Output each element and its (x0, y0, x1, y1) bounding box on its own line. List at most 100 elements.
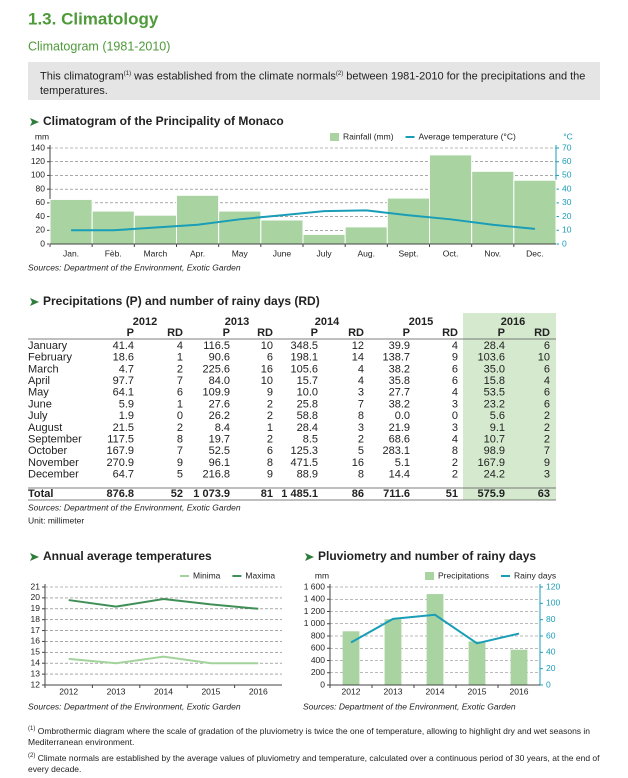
table-cell: 575.9 (477, 488, 505, 500)
table-cell: 24.2 (484, 469, 505, 481)
legend-swatch (425, 572, 434, 580)
table-cell: 51 (446, 488, 458, 500)
bar (133, 214, 177, 245)
table-cell: 2 (544, 422, 550, 434)
page-title: 1.3. Climatology (28, 9, 159, 28)
table-cell: 88.9 (297, 469, 318, 481)
y-tick-label: 100 (31, 170, 45, 180)
table-cell: 225.6 (202, 363, 230, 375)
table-cell: 9 (177, 457, 183, 469)
table-cell: 6 (177, 387, 183, 399)
column-header: RD (257, 327, 273, 339)
x-tick-label: 2013 (384, 686, 403, 696)
intro-text: between 1981-2010 for the precipitations… (40, 70, 586, 97)
table-cell: 58.8 (297, 410, 318, 422)
y2-tick-label: 30 (562, 197, 572, 207)
table-cell: 0 (177, 410, 183, 422)
table-cell: 9 (267, 387, 273, 399)
y2-tick-label: 0 (546, 679, 551, 689)
table-cell: 125.3 (290, 445, 318, 457)
table-cell: 6 (544, 398, 550, 410)
table-cell: 97.7 (113, 375, 134, 387)
table-cell: 2 (267, 434, 273, 446)
x-tick-label: Oct. (443, 248, 459, 258)
chart-source: Sources: Department of the Environment, … (28, 262, 241, 272)
column-header: RD (442, 327, 458, 339)
table-cell: 6 (267, 352, 273, 364)
table-cell: 38.2 (389, 363, 410, 375)
table-cell: 4 (544, 375, 550, 387)
table-cell: 1 073.9 (193, 488, 230, 500)
table-cell: 96.1 (209, 457, 230, 469)
table-cell: 41.4 (113, 340, 134, 352)
table-cell: 7 (177, 445, 183, 457)
y-tick-label: 0 (320, 679, 325, 689)
table-cell: 117.5 (107, 434, 134, 446)
table-cell: 4 (452, 387, 458, 399)
x-tick-label: 2016 (510, 686, 529, 696)
table-cell: 4 (358, 363, 364, 375)
y2-tick-label: 60 (562, 156, 572, 166)
bar (386, 197, 431, 245)
column-header: RD (167, 327, 183, 339)
table-cell: 15.8 (484, 375, 505, 387)
table-cell: 27.6 (209, 398, 230, 410)
table-cell: 5.6 (490, 410, 505, 422)
bar (91, 210, 135, 245)
footnote-mark: (2) (28, 752, 36, 759)
y-tick-label: 18 (31, 614, 41, 624)
y-tick-label: 12 (31, 679, 41, 689)
year-header: 2016 (501, 316, 525, 328)
table-cell: 28.4 (484, 340, 505, 352)
y2-tick-label: 20 (562, 211, 572, 221)
table-cell: 4 (177, 340, 183, 352)
table-cell: 53.5 (484, 387, 505, 399)
x-tick-label: Fèb. (105, 248, 122, 258)
y-tick-label: 120 (31, 156, 45, 166)
x-tick-label: Nov. (484, 248, 501, 258)
table-cell: 283.1 (382, 445, 410, 457)
table-cell: 711.6 (383, 488, 410, 500)
line (68, 655, 259, 665)
x-tick-label: 2014 (426, 686, 445, 696)
table-cell: 21.9 (389, 422, 410, 434)
bar (513, 179, 557, 245)
legend-label: Average temperature (°C) (419, 131, 516, 141)
bar (471, 170, 515, 245)
table-cell: 14.4 (389, 469, 410, 481)
table-cell: 0.0 (395, 410, 410, 422)
table-cell: 3 (358, 422, 364, 434)
footnote-text: Climate normals are established by the a… (28, 752, 600, 775)
bar (260, 219, 304, 245)
table-cell: 63 (538, 488, 550, 500)
y-tick-label: 20 (36, 225, 46, 235)
y-tick-label: 1 000 (304, 618, 326, 628)
table-cell: 8 (452, 445, 458, 457)
table-cell: 8 (267, 457, 273, 469)
row-label: August (28, 422, 62, 434)
table-cell: 8 (358, 410, 364, 422)
table-cell: 28.4 (297, 422, 318, 434)
bar (344, 226, 388, 245)
row-label: July (28, 410, 48, 422)
column-header: P (403, 327, 410, 339)
y2-tick-label: 120 (546, 581, 560, 591)
table-cell: 1 (177, 398, 183, 410)
table-cell: 5 (177, 469, 183, 481)
x-tick-label: 2012 (59, 686, 78, 696)
table-cell: 2 (452, 457, 458, 469)
table-cell: 216.8 (202, 469, 230, 481)
table-cell: 64.1 (113, 387, 134, 399)
table-cell: 26.2 (209, 410, 230, 422)
y2-tick-label: 70 (562, 142, 572, 152)
section-heading: Annual average temperatures (43, 549, 212, 563)
table-cell: 8 (177, 434, 183, 446)
table-cell: 5 (358, 445, 364, 457)
table-cell: 2 (267, 410, 273, 422)
table-cell: 7 (544, 445, 550, 457)
column-header: P (311, 327, 318, 339)
table-cell: 98.9 (484, 445, 505, 457)
bar (342, 631, 360, 685)
y-tick-label: 1 200 (304, 606, 326, 616)
table-cell: 15.7 (297, 375, 318, 387)
